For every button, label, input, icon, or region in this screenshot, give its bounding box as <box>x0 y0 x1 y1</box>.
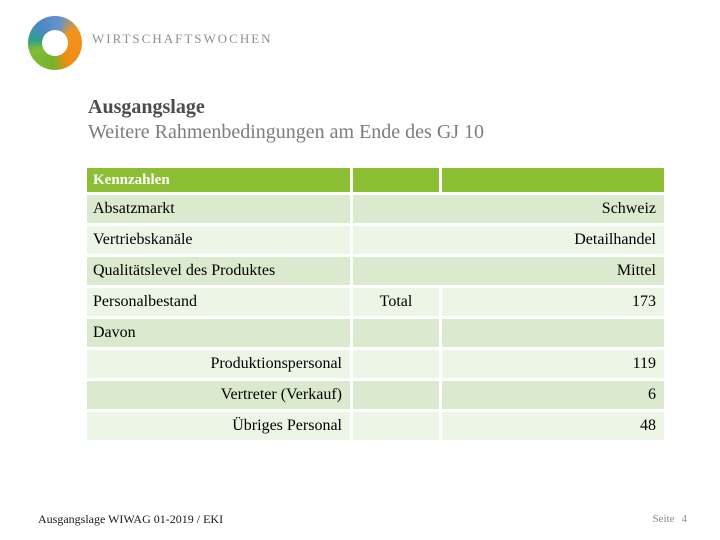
cell-value-empty <box>442 319 664 347</box>
cell-label: Absatzmarkt <box>87 195 350 223</box>
cell-middle-empty <box>353 412 439 440</box>
table-row-uebriges-personal: Übriges Personal 48 <box>87 412 664 440</box>
cell-value: Schweiz <box>353 195 664 223</box>
table-row-vertriebskanaele: Vertriebskanäle Detailhandel <box>87 226 664 254</box>
brand-name: WIRTSCHAFTSWOCHEN <box>92 31 273 46</box>
table-row-vertreter: Vertreter (Verkauf) 6 <box>87 381 664 409</box>
table-row-davon: Davon <box>87 319 664 347</box>
table-header-row: Kennzahlen <box>87 168 664 192</box>
table-row-produktionspersonal: Produktionspersonal 119 <box>87 350 664 378</box>
slide-subtitle: Weitere Rahmenbedingungen am Ende des GJ… <box>88 121 485 143</box>
cell-middle: Total <box>353 288 439 316</box>
cell-label: Vertreter (Verkauf) <box>87 381 350 409</box>
cell-middle-empty <box>353 319 439 347</box>
cell-label: Davon <box>87 319 350 347</box>
footer-page-label: Seite <box>652 513 675 525</box>
cell-value: Detailhandel <box>353 226 664 254</box>
cell-value: 119 <box>442 350 664 378</box>
table-header-cell: Kennzahlen <box>87 168 350 192</box>
cell-label: Produktionspersonal <box>87 350 350 378</box>
cell-label: Qualitätslevel des Produktes <box>87 257 350 285</box>
table-header-cell-empty <box>353 168 439 192</box>
table-row-personalbestand: Personalbestand Total 173 <box>87 288 664 316</box>
footer-page-number: 4 <box>681 513 688 525</box>
wirtschaftswochen-logo-icon <box>28 16 82 70</box>
cell-label: Vertriebskanäle <box>87 226 350 254</box>
slide-title: Ausgangslage <box>88 96 205 118</box>
cell-value: 6 <box>442 381 664 409</box>
cell-label: Personalbestand <box>87 288 350 316</box>
footer-left-text: Ausgangslage WIWAG 01-2019 / EKI <box>38 512 224 526</box>
table-row-qualitaetslevel: Qualitätslevel des Produktes Mittel <box>87 257 664 285</box>
cell-label: Übriges Personal <box>87 412 350 440</box>
table-header-cell-empty <box>442 168 664 192</box>
table-row-absatzmarkt: Absatzmarkt Schweiz <box>87 195 664 223</box>
cell-middle-empty <box>353 381 439 409</box>
cell-value: Mittel <box>353 257 664 285</box>
cell-value: 48 <box>442 412 664 440</box>
cell-value: 173 <box>442 288 664 316</box>
title-block: Ausgangslage Weitere Rahmenbedingungen a… <box>88 96 484 144</box>
footer-page: Seite 4 <box>653 513 688 525</box>
cell-middle-empty <box>353 350 439 378</box>
kennzahlen-table: Kennzahlen Absatzmarkt Schweiz Vertriebs… <box>84 165 667 443</box>
